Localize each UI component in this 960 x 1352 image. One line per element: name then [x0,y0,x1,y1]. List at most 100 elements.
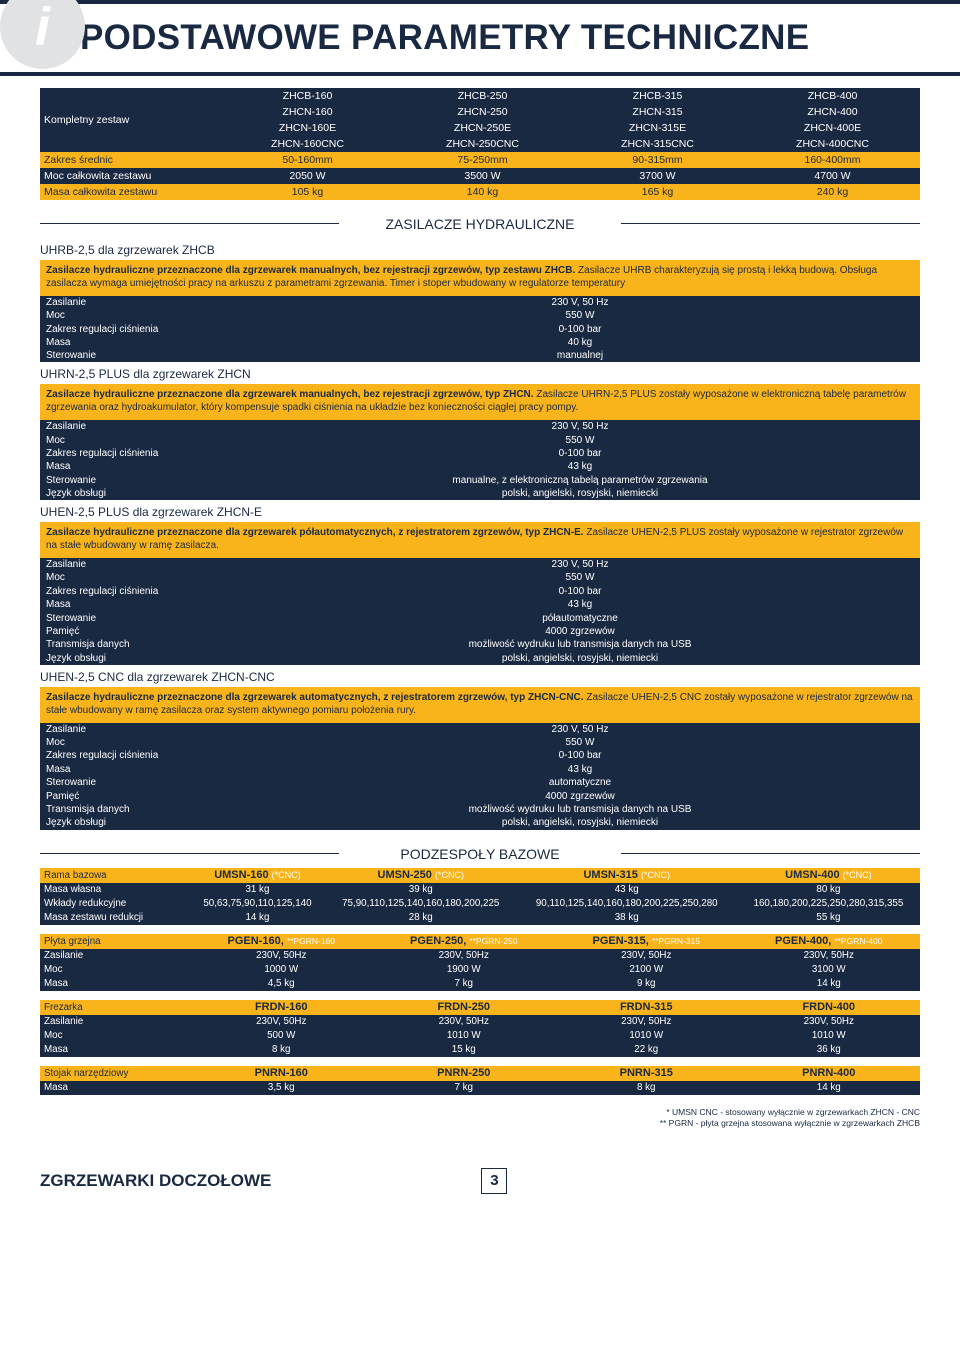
header-bar: i PODSTAWOWE PARAMETRY TECHNICZNE [0,0,960,76]
unit-heading: UHRB-2,5 dla zgrzewarek ZHCB [40,238,920,260]
spec-value: 230 V, 50 Hz [240,723,920,736]
top-cell: 105 kg [220,184,395,200]
spec-value: możliwość wydruku lub transmisja danych … [240,638,920,651]
base-model: PGEN-400, **PGRN-400 [738,934,921,949]
unit-heading: UHEN-2,5 PLUS dla zgrzewarek ZHCN-E [40,500,920,522]
top-cell: ZHCB-160 [220,88,395,104]
spec-value: 550 W [240,309,920,322]
base-table: Płyta grzejnaPGEN-160, **PGRN-160PGEN-25… [40,934,920,991]
base-cell: 8 kg [190,1043,373,1057]
base-cell: 9 kg [555,977,738,991]
spec-label: Zakres regulacji ciśnienia [40,322,240,335]
spec-label: Zakres regulacji ciśnienia [40,749,240,762]
spec-value: 230 V, 50 Hz [240,420,920,433]
base-row-label: Zasilanie [40,949,190,963]
spec-value: 40 kg [240,336,920,349]
top-cell: ZHCN-315CNC [570,136,745,152]
spec-value: polski, angielski, rosyjski, niemiecki [240,487,920,500]
base-model: UMSN-160 (*CNC) [190,868,325,883]
base-cell: 55 kg [737,911,920,925]
top-cell: 50-160mm [220,152,395,168]
base-row-label: Masa [40,977,190,991]
spec-value: 4000 zgrzewów [240,789,920,802]
base-cell: 8 kg [555,1081,738,1095]
top-cell: 75-250mm [395,152,570,168]
base-row-label: Masa [40,1081,190,1095]
base-model: PNRN-250 [373,1066,556,1081]
spec-label: Masa [40,460,240,473]
base-model: PNRN-400 [738,1066,921,1081]
unit-spec-table: Zasilanie230 V, 50 HzMoc550 WZakres regu… [40,723,920,830]
unit-desc: Zasilacze hydrauliczne przeznaczone dla … [40,687,920,723]
base-cell: 500 W [190,1029,373,1043]
spec-label: Sterowanie [40,349,240,362]
base-table: Stojak narzędziowyPNRN-160 PNRN-250 PNRN… [40,1066,920,1095]
spec-label: Zakres regulacji ciśnienia [40,447,240,460]
footer: ZGRZEWARKI DOCZOŁOWE 3 [0,1152,960,1214]
spec-value: 0-100 bar [240,585,920,598]
spec-label: Zakres regulacji ciśnienia [40,585,240,598]
base-model: UMSN-315 (*CNC) [517,868,737,883]
base-cell: 2100 W [555,963,738,977]
top-cell: ZHCN-160 [220,104,395,120]
spec-value: polski, angielski, rosyjski, niemiecki [240,652,920,665]
base-cell: 75,90,110,125,140,160,180,200,225 [325,897,517,911]
base-cell: 4,5 kg [190,977,373,991]
section-hydraulic: ZASILACZE HYDRAULICZNE [40,200,920,238]
top-cell: ZHCN-400E [745,120,920,136]
spec-label: Zasilanie [40,296,240,309]
base-cell: 230V, 50Hz [190,949,373,963]
base-table: FrezarkaFRDN-160 FRDN-250 FRDN-315 FRDN-… [40,1000,920,1057]
base-model: PNRN-160 [190,1066,373,1081]
top-cell: ZHCN-400CNC [745,136,920,152]
base-cell: 3100 W [738,963,921,977]
base-cell: 3,5 kg [190,1081,373,1095]
spec-value: 43 kg [240,763,920,776]
base-cell: 1010 W [555,1029,738,1043]
top-cell: ZHCB-400 [745,88,920,104]
base-row-label: Masa [40,1043,190,1057]
spec-value: 0-100 bar [240,447,920,460]
base-model: PNRN-315 [555,1066,738,1081]
base-cell: 14 kg [738,977,921,991]
base-cell: 14 kg [190,911,325,925]
top-cell: 165 kg [570,184,745,200]
spec-label: Pamięć [40,625,240,638]
top-cell: ZHCN-250E [395,120,570,136]
base-cell: 7 kg [373,977,556,991]
base-cell: 230V, 50Hz [555,1015,738,1029]
base-row-label: Masa zestawu redukcji [40,911,190,925]
top-row-label: Moc całkowita zestawu [40,168,220,184]
spec-label: Transmisja danych [40,803,240,816]
base-cell: 14 kg [738,1081,921,1095]
base-cell: 90,110,125,140,160,180,200,225,250,280 [517,897,737,911]
spec-label: Zasilanie [40,420,240,433]
base-table: Rama bazowaUMSN-160 (*CNC)UMSN-250 (*CNC… [40,868,920,925]
base-row-label: Masa własna [40,883,190,897]
base-row-label: Wkłady redukcyjne [40,897,190,911]
top-cell: 90-315mm [570,152,745,168]
base-cell: 22 kg [555,1043,738,1057]
spec-label: Język obsługi [40,816,240,829]
top-row-label: Zakres średnic [40,152,220,168]
base-cell: 36 kg [738,1043,921,1057]
top-cell: 240 kg [745,184,920,200]
spec-value: 230 V, 50 Hz [240,558,920,571]
spec-value: 550 W [240,736,920,749]
base-model: PGEN-315, **PGRN-315 [555,934,738,949]
spec-label: Moc [40,736,240,749]
spec-label: Język obsługi [40,652,240,665]
spec-value: manualne, z elektroniczną tabelą paramet… [240,474,920,487]
base-row-label: Zasilanie [40,1015,190,1029]
spec-value: 43 kg [240,460,920,473]
spec-label: Pamięć [40,789,240,802]
unit-heading: UHRN-2,5 PLUS dla zgrzewarek ZHCN [40,362,920,384]
top-cell: ZHCB-250 [395,88,570,104]
spec-value: automatyczne [240,776,920,789]
base-cell: 230V, 50Hz [738,1015,921,1029]
base-cell: 1000 W [190,963,373,977]
top-cell: 2050 W [220,168,395,184]
base-cell: 230V, 50Hz [373,949,556,963]
spec-value: polski, angielski, rosyjski, niemiecki [240,816,920,829]
base-label: Frezarka [40,1000,190,1015]
